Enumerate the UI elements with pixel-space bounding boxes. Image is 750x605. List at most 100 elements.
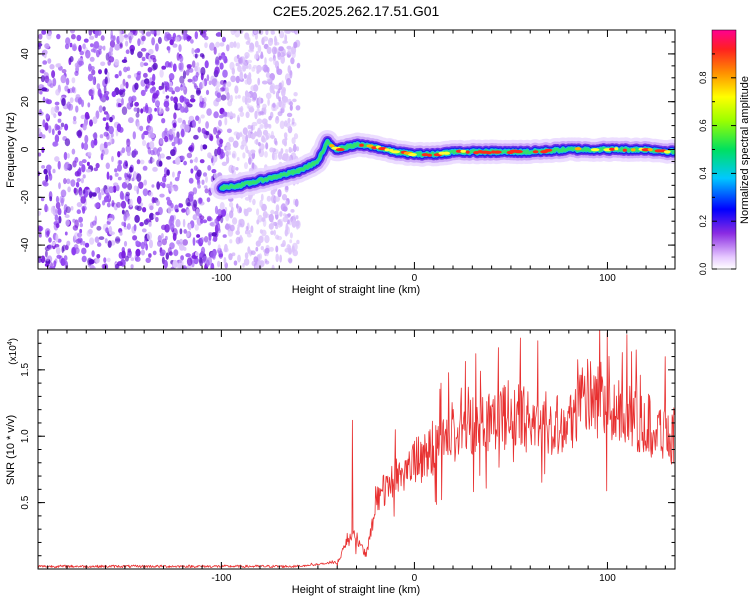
- noise-speckle: [144, 78, 150, 85]
- spectrogram-axes: -100 0 100 -40 -20 0 20 40: [20, 29, 675, 284]
- noise-speckle: [210, 262, 215, 269]
- noise-speckle: [55, 195, 60, 204]
- noise-speckle: [146, 231, 152, 241]
- noise-speckle: [107, 60, 111, 66]
- noise-speckle: [235, 167, 239, 171]
- noise-speckle: [121, 209, 125, 215]
- noise-speckle: [55, 201, 61, 210]
- noise-speckle: [145, 104, 149, 114]
- noise-speckle: [186, 64, 192, 70]
- noise-speckle: [132, 235, 138, 241]
- noise-speckle: [53, 260, 57, 268]
- noise-speckle: [149, 239, 153, 249]
- noise-speckle: [87, 102, 91, 108]
- noise-speckle: [71, 86, 75, 93]
- noise-speckle: [114, 168, 118, 173]
- noise-speckle: [133, 107, 138, 112]
- noise-speckle: [94, 236, 100, 243]
- noise-speckle: [276, 102, 280, 110]
- noise-speckle: [275, 234, 280, 240]
- noise-speckle: [211, 232, 217, 237]
- noise-speckle: [89, 56, 95, 62]
- noise-speckle: [280, 55, 286, 64]
- noise-speckle: [107, 240, 112, 248]
- noise-speckle: [133, 185, 138, 192]
- noise-speckle: [215, 81, 221, 88]
- noise-speckle: [217, 244, 221, 251]
- noise-speckle: [189, 159, 193, 164]
- noise-speckle: [239, 30, 244, 34]
- noise-speckle: [58, 215, 62, 224]
- noise-speckle: [272, 102, 276, 108]
- noise-speckle: [81, 99, 84, 108]
- noise-speckle: [96, 253, 101, 259]
- noise-speckle: [141, 228, 147, 233]
- noise-speckle: [38, 45, 41, 50]
- noise-speckle: [55, 125, 61, 130]
- noise-speckle: [284, 137, 288, 141]
- noise-speckle: [149, 141, 155, 150]
- noise-speckle: [126, 138, 131, 147]
- noise-speckle: [140, 89, 146, 97]
- noise-speckle: [115, 184, 120, 192]
- noise-speckle: [231, 252, 236, 257]
- noise-speckle: [264, 57, 267, 65]
- noise-speckle: [76, 209, 82, 215]
- noise-speckle: [203, 185, 208, 189]
- noise-speckle: [258, 142, 261, 147]
- noise-speckle: [121, 182, 128, 189]
- noise-speckle: [173, 112, 177, 120]
- noise-speckle: [45, 256, 50, 262]
- noise-speckle: [218, 119, 222, 127]
- noise-speckle: [180, 155, 185, 161]
- noise-speckle: [140, 47, 147, 52]
- noise-speckle: [84, 134, 89, 144]
- noise-speckle: [96, 83, 101, 90]
- noise-speckle: [202, 172, 208, 177]
- noise-speckle: [259, 229, 263, 234]
- noise-speckle: [199, 95, 203, 102]
- noise-speckle: [119, 83, 125, 90]
- noise-speckle: [182, 218, 186, 228]
- noise-speckle: [85, 49, 91, 59]
- noise-speckle: [257, 260, 263, 269]
- trace-hotspot: [532, 150, 539, 154]
- noise-speckle: [94, 202, 100, 208]
- noise-speckle: [163, 259, 168, 269]
- noise-speckle: [232, 166, 236, 171]
- noise-speckle: [81, 255, 87, 263]
- snr-axes: -100 0 100 0.5 1.0 1.5: [20, 329, 675, 584]
- snr-x-axis-label: Height of straight line (km): [292, 584, 420, 596]
- noise-speckle: [100, 61, 106, 67]
- noise-speckle: [203, 97, 207, 103]
- noise-speckle: [79, 50, 85, 56]
- noise-speckle: [48, 237, 52, 243]
- noise-speckle: [274, 41, 280, 46]
- noise-speckle: [206, 74, 210, 82]
- noise-speckle: [269, 84, 274, 94]
- noise-speckle: [151, 86, 156, 92]
- noise-speckle: [267, 98, 270, 106]
- noise-speckle: [125, 81, 129, 89]
- noise-speckle: [159, 69, 164, 78]
- noise-speckle: [42, 181, 49, 187]
- noise-speckle: [217, 260, 221, 268]
- noise-speckle: [186, 152, 193, 159]
- noise-speckle: [142, 139, 147, 147]
- noise-speckle: [38, 225, 42, 233]
- trace-hotspot: [514, 150, 523, 154]
- noise-speckle: [65, 219, 70, 226]
- trace-hotspot: [366, 144, 374, 148]
- noise-speckle: [135, 112, 140, 118]
- noise-speckle: [228, 253, 233, 261]
- noise-speckle: [195, 208, 200, 217]
- noise-speckle: [89, 35, 95, 40]
- noise-speckle: [279, 254, 282, 263]
- noise-speckle: [273, 229, 276, 236]
- noise-speckle: [227, 111, 231, 118]
- noise-speckle: [128, 35, 132, 44]
- noise-speckle: [155, 100, 160, 108]
- noise-speckle: [125, 145, 131, 153]
- noise-speckle: [107, 257, 111, 263]
- noise-speckle: [136, 195, 142, 205]
